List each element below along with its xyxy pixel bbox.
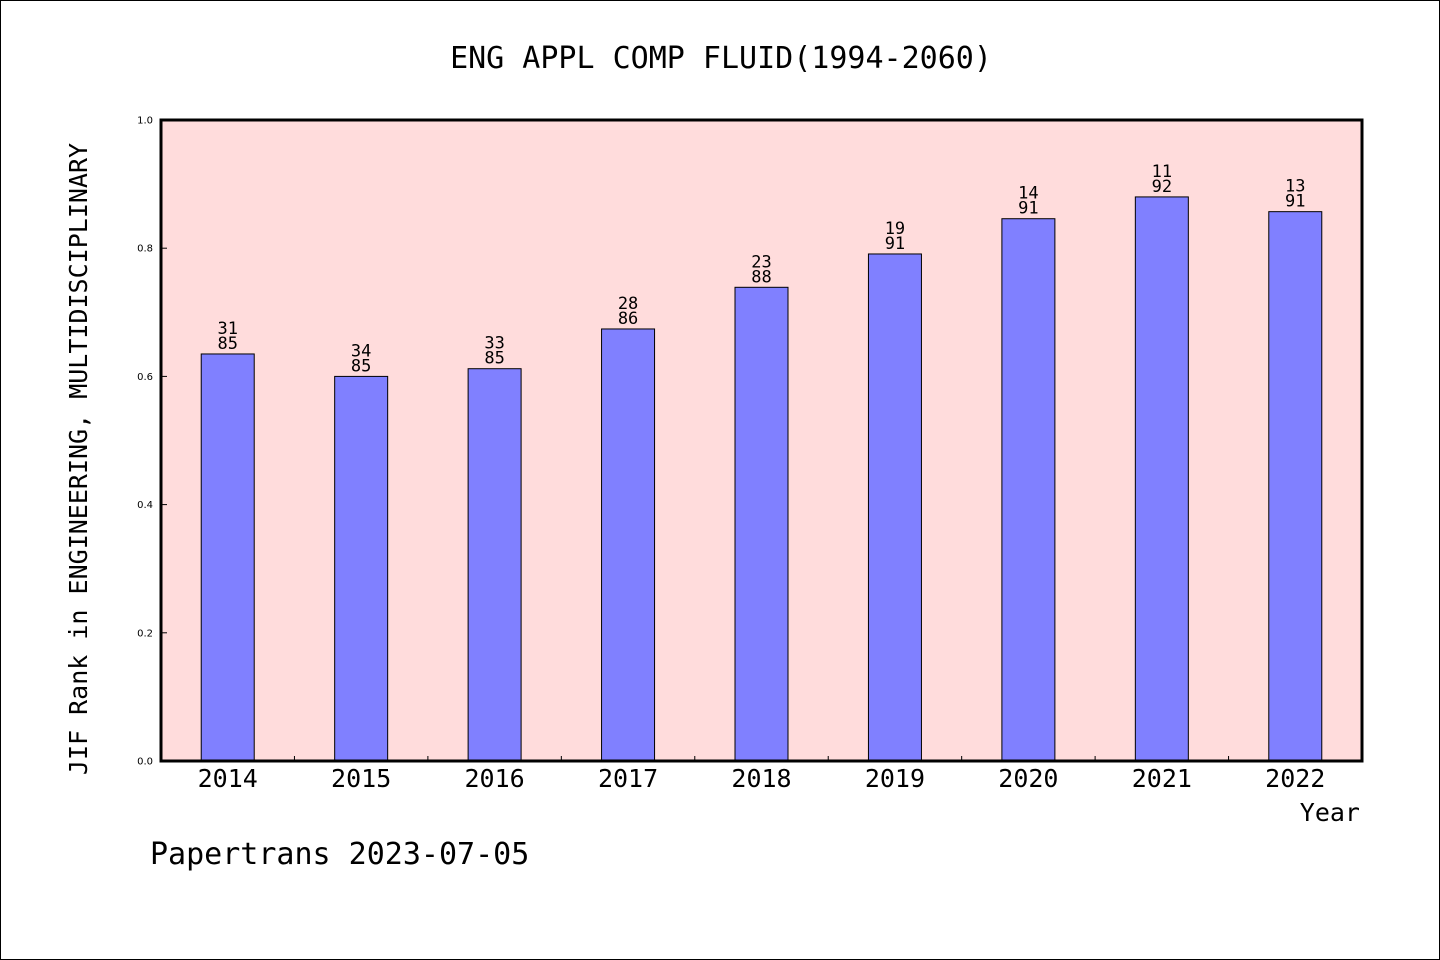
total-label-2022: 91 (1285, 192, 1305, 212)
rank-label-2018: 23 (751, 252, 771, 272)
total-label-2015: 85 (351, 356, 371, 376)
rank-label-2019: 19 (885, 219, 905, 239)
total-label-2021: 92 (1152, 177, 1172, 197)
y-tick-label: 0.6 (137, 372, 153, 383)
x-tick-label-2015: 2015 (331, 764, 391, 793)
x-tick-label-2019: 2019 (865, 764, 925, 793)
chart-title: ENG APPL COMP FLUID(1994-2060) (450, 41, 992, 76)
x-tick-label-2017: 2017 (598, 764, 658, 793)
total-label-2019: 91 (885, 234, 905, 254)
bar-2017 (601, 328, 656, 762)
y-tick-label: 1.0 (137, 116, 153, 127)
total-label-2014: 85 (217, 334, 237, 354)
y-tick-label: 0.8 (137, 244, 153, 255)
rank-label-2022: 13 (1285, 177, 1305, 197)
rank-label-2016: 33 (484, 334, 504, 354)
y-axis-label: JIF Rank in ENGINEERING, MULTIDISCIPLINA… (64, 143, 93, 775)
rank-label-2015: 34 (351, 341, 371, 361)
total-label-2018: 88 (751, 267, 771, 287)
rank-label-2017: 28 (618, 294, 638, 314)
total-label-2020: 91 (1018, 199, 1038, 219)
total-label-2017: 86 (618, 309, 638, 329)
bars-layer (200, 196, 1323, 762)
bar-2022 (1268, 211, 1323, 762)
x-tick-label-2014: 2014 (198, 764, 258, 793)
rank-label-2020: 14 (1018, 184, 1038, 204)
total-label-2016: 85 (484, 349, 504, 369)
footer-credit: Papertrans 2023-07-05 (150, 837, 529, 872)
bar-2018 (734, 286, 789, 762)
x-tick-label-2018: 2018 (731, 764, 791, 793)
bar-2015 (334, 375, 389, 762)
axes-layer: 2014 2015 2016 2017 2018 2019 2020 2021 2022 0.0 0… (137, 116, 1325, 794)
y-tick-label: 0.0 (137, 757, 153, 768)
x-tick-label-2022: 2022 (1265, 764, 1325, 793)
y-tick-label: 0.2 (137, 628, 153, 639)
rank-label-2021: 11 (1152, 162, 1172, 182)
bar-2019 (867, 253, 922, 762)
bar-2016 (467, 368, 522, 762)
plot-border (159, 118, 1364, 763)
x-tick-label-2020: 2020 (998, 764, 1058, 793)
y-tick-label: 0.4 (137, 500, 153, 511)
x-axis-label: Year (1300, 798, 1360, 827)
x-tick-label-2021: 2021 (1132, 764, 1192, 793)
bar-2014 (200, 353, 255, 762)
x-tick-label-2016: 2016 (465, 764, 525, 793)
rank-label-2014: 31 (217, 319, 237, 339)
bar-2020 (1001, 218, 1056, 762)
bar-2021 (1134, 196, 1189, 762)
